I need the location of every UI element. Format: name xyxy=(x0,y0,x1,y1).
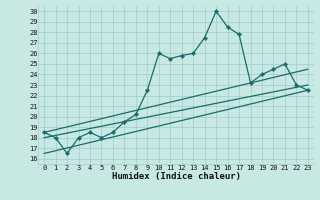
X-axis label: Humidex (Indice chaleur): Humidex (Indice chaleur) xyxy=(111,172,241,181)
